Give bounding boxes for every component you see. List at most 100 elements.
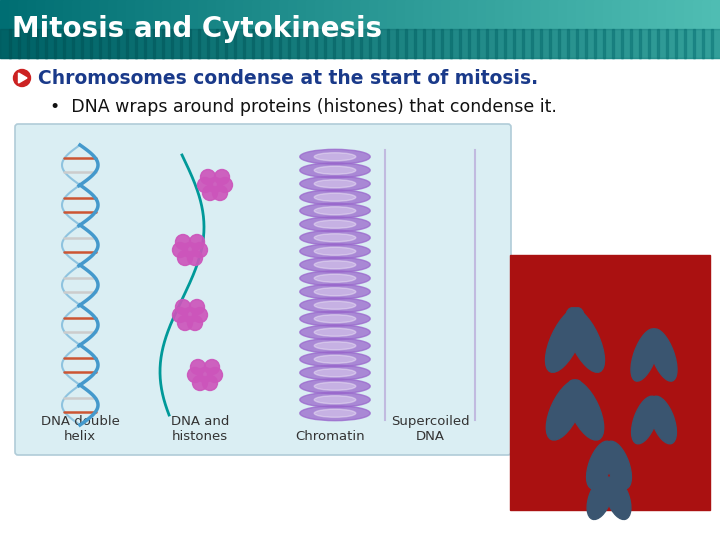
Circle shape [197,178,212,192]
Bar [306,0,317,58]
Bar [99,0,110,58]
Ellipse shape [300,325,370,340]
Bar [639,29,650,58]
Bar [657,0,668,58]
Text: Supercoiled
DNA: Supercoiled DNA [391,415,469,443]
Ellipse shape [587,476,613,519]
Bar [108,0,119,58]
Circle shape [189,234,204,249]
Bar [441,29,452,58]
Bar [243,0,254,58]
Bar [342,0,353,58]
Ellipse shape [314,355,356,363]
Ellipse shape [314,166,356,174]
Bar [702,29,713,58]
Circle shape [178,251,192,266]
Bar [351,29,362,58]
Bar [594,0,605,58]
Bar [531,29,542,58]
Bar [252,29,263,58]
Circle shape [173,307,187,322]
Bar [207,0,218,58]
Bar [207,29,218,58]
Circle shape [217,178,233,192]
Bar [180,0,191,58]
Ellipse shape [605,441,631,489]
Circle shape [212,186,228,200]
Bar [567,0,578,58]
Bar [216,0,227,58]
Ellipse shape [314,220,356,228]
Bar [576,29,587,58]
Bar [603,0,614,58]
Bar [117,0,128,58]
Bar [522,0,533,58]
Ellipse shape [314,315,356,323]
Circle shape [176,300,191,314]
Ellipse shape [300,339,370,353]
Bar [666,0,677,58]
Bar [504,0,515,58]
Bar [360,0,371,58]
Bar [684,29,695,58]
Circle shape [178,315,192,330]
Ellipse shape [546,308,585,372]
Bar [135,0,146,58]
Ellipse shape [300,150,370,164]
Bar [315,29,326,58]
Circle shape [176,234,191,249]
Circle shape [200,170,215,185]
Bar [369,29,380,58]
Bar [297,29,308,58]
Bar [9,0,20,58]
Bar [162,29,173,58]
Bar [450,29,461,58]
Bar [423,29,434,58]
Bar [0,58,720,540]
Bar [513,29,524,58]
Bar [171,29,182,58]
Ellipse shape [300,177,370,191]
Circle shape [192,242,207,258]
Ellipse shape [605,476,631,519]
Ellipse shape [300,352,370,367]
Bar [396,0,407,58]
Bar [540,0,551,58]
Bar [450,0,461,58]
Bar [711,29,720,58]
Bar [510,255,710,510]
Bar [333,29,344,58]
Bar [36,29,47,58]
Bar [189,0,200,58]
Bar [711,0,720,58]
Bar [693,0,704,58]
Bar [468,0,479,58]
Bar [315,0,326,58]
Bar [324,29,335,58]
Bar [630,0,641,58]
Bar [621,29,632,58]
Text: DNA and
histones: DNA and histones [171,415,229,443]
Bar [657,29,668,58]
Ellipse shape [300,163,370,178]
Ellipse shape [314,193,356,201]
Bar [279,29,290,58]
Bar [81,0,92,58]
Ellipse shape [567,380,603,440]
Bar [684,0,695,58]
Bar [36,0,47,58]
Bar [621,0,632,58]
Bar [405,0,416,58]
Ellipse shape [300,271,370,286]
Bar [270,29,281,58]
Ellipse shape [314,153,356,161]
Bar [522,29,533,58]
Ellipse shape [300,204,370,218]
Bar [18,29,29,58]
Bar [45,0,56,58]
Ellipse shape [300,231,370,245]
Circle shape [192,375,207,390]
Bar [414,0,425,58]
Circle shape [187,315,202,330]
Bar [432,0,443,58]
